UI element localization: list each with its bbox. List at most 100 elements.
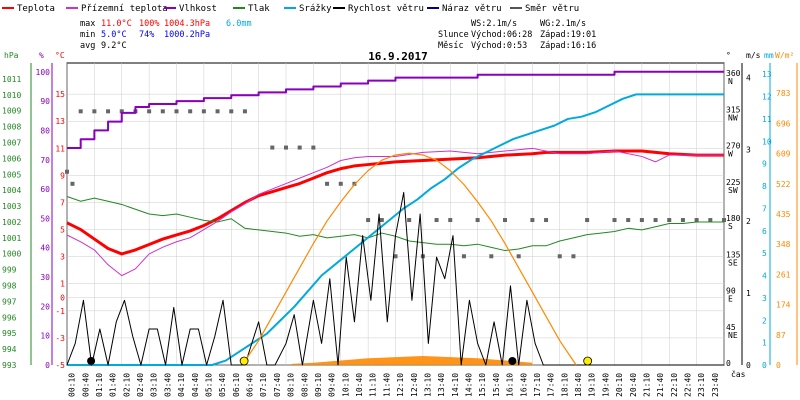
x-tick-label: 18:40 — [574, 373, 583, 397]
rad-tick-label: 522 — [776, 180, 791, 189]
wind-dir-point — [489, 254, 494, 259]
x-tick-label: 12:40 — [410, 373, 419, 397]
wind-dir-point — [70, 181, 75, 186]
press-tick-label: 1001 — [2, 234, 21, 243]
temp-tick-label: 9 — [60, 171, 65, 180]
wind-dir-point — [585, 218, 590, 223]
x-tick-label: 22:40 — [684, 373, 693, 397]
x-tick-label: 14:10 — [451, 373, 460, 397]
rain-tick-label: 9 — [762, 160, 767, 169]
x-tick-label: 05:40 — [218, 373, 227, 397]
rad-tick-label: 348 — [776, 240, 791, 249]
series-line-rychlost-v-tru — [66, 191, 724, 366]
series-line-sr-ky — [67, 93, 724, 366]
x-tick-label: 05:10 — [204, 373, 213, 397]
temp-tick-label: 1 — [60, 280, 65, 289]
rain-tick-label: 5 — [762, 249, 767, 258]
x-tick-label: 13:10 — [423, 373, 432, 397]
temp-tick-label: 5 — [60, 226, 65, 235]
press-tick-label: 993 — [2, 361, 17, 370]
x-tick-label: 15:40 — [492, 373, 501, 397]
x-tick-label: 13:40 — [437, 373, 446, 397]
wind-dir-point — [65, 169, 69, 174]
press-tick-label: 1009 — [2, 107, 21, 116]
wind-dir-point — [297, 145, 302, 150]
dir-tick-label: 315 — [726, 105, 741, 114]
x-tick-label: 08:40 — [300, 373, 309, 397]
wind-dir-point — [119, 109, 124, 114]
wind-dir-point — [722, 218, 726, 223]
series-line-p-zemn-teplota — [66, 147, 724, 277]
rain-axis-unit: mm — [764, 51, 774, 60]
press-tick-label: 1002 — [2, 218, 21, 227]
wind-dir-point — [379, 218, 384, 223]
rain-tick-label: 13 — [762, 70, 772, 79]
wind-dir-point — [201, 109, 206, 114]
wind-dir-point — [284, 145, 288, 150]
wind-tick-label: 2 — [746, 217, 751, 226]
series-line-radiace — [241, 152, 577, 366]
temp-tick-label: 11 — [55, 144, 65, 153]
hum-tick-label: 0 — [45, 361, 50, 370]
dir-tick-label: 270 — [726, 142, 741, 151]
moon-marker — [87, 357, 96, 365]
dir-tick-label: 135 — [726, 250, 741, 259]
dir-tick-label: 225 — [726, 178, 741, 187]
wind-dir-point — [530, 218, 535, 223]
temp-tick-label: 13 — [55, 117, 65, 126]
press-tick-label: 1006 — [2, 154, 21, 163]
wind-dir-point — [229, 109, 234, 114]
x-tick-label: 14:40 — [465, 373, 474, 397]
stat-ws: WS:2.1m/s — [471, 19, 517, 29]
wind-dir-point — [571, 254, 576, 259]
x-tick-label: 03:10 — [150, 373, 159, 397]
x-tick-label: 01:40 — [109, 373, 118, 397]
hum-tick-label: 30 — [40, 273, 50, 282]
x-tick-label: 10:40 — [355, 373, 364, 397]
series-line-teplota — [66, 149, 724, 256]
hum-tick-label: 80 — [40, 126, 50, 135]
temp-tick-label: -3 — [55, 334, 65, 343]
moon-marker — [508, 357, 517, 365]
x-tick-label: 11:40 — [382, 373, 391, 397]
press-tick-label: 1005 — [2, 170, 21, 179]
legend-label: Teplota — [17, 4, 55, 14]
x-tick-label: 03:40 — [163, 373, 172, 397]
series-line-vlhkost — [67, 70, 724, 150]
hum-tick-label: 90 — [40, 97, 50, 106]
legend-label: Náraz větru — [442, 4, 502, 14]
x-tick-label: 21:10 — [642, 373, 651, 397]
x-tick-label: 06:10 — [232, 373, 241, 397]
x-tick-label: 22:10 — [670, 373, 679, 397]
press-tick-label: 1011 — [2, 75, 21, 84]
hum-tick-label: 10 — [40, 332, 50, 341]
wind-dir-point — [557, 254, 562, 259]
legend-label: Přízemní teplota — [81, 4, 168, 14]
wind-dir-point — [325, 181, 330, 186]
stat-moonset: Západ:16:16 — [540, 41, 596, 51]
wind-dir-point — [448, 218, 453, 223]
stat-moonrise: Východ:0:53 — [471, 41, 527, 51]
stat-max-hum: 100% — [139, 19, 159, 29]
x-tick-label: 09:40 — [328, 373, 337, 397]
x-tick-label: 02:10 — [122, 373, 131, 397]
hum-tick-label: 60 — [40, 185, 50, 194]
rain-tick-label: 2 — [762, 316, 767, 325]
stat-sunrise: Východ:06:28 — [471, 30, 532, 40]
hum-axis-unit: % — [39, 51, 44, 60]
plot-area: 9939949959969979989991000100110021003100… — [2, 62, 798, 397]
rad-tick-label: 174 — [776, 301, 791, 310]
sun-marker — [583, 356, 593, 366]
rad-axis-unit: W/m² — [775, 51, 794, 60]
x-tick-label: 02:40 — [136, 373, 145, 397]
x-tick-label: 06:40 — [246, 373, 255, 397]
wind-dir-point — [639, 218, 644, 223]
stat-avg-temp: 9.2°C — [101, 41, 127, 51]
x-tick-label: 23:10 — [697, 373, 706, 397]
rain-tick-label: 10 — [762, 137, 772, 146]
stat-moon-label: Měsíc — [438, 41, 464, 51]
time-axis-unit: čas — [731, 369, 746, 379]
press-tick-label: 998 — [2, 282, 17, 291]
rain-tick-label: 3 — [762, 294, 767, 303]
legend: Teplota Přízemní teplota Vlhkost Tlak Srážky… — [2, 4, 579, 14]
